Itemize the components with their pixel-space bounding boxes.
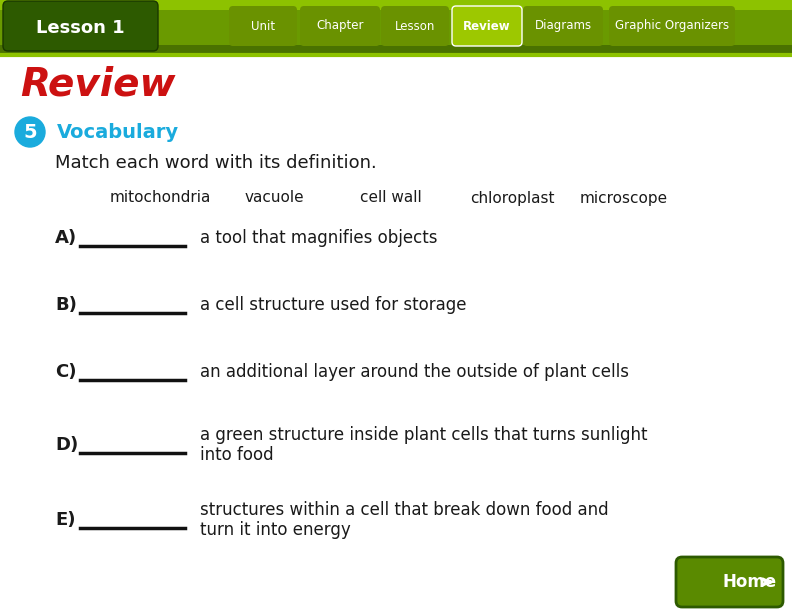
Text: structures within a cell that break down food and
turn it into energy: structures within a cell that break down… xyxy=(200,501,608,539)
Text: microscope: microscope xyxy=(580,190,668,206)
Circle shape xyxy=(15,117,45,147)
Text: Diagrams: Diagrams xyxy=(535,20,592,32)
FancyBboxPatch shape xyxy=(0,0,792,10)
Text: vacuole: vacuole xyxy=(245,190,305,206)
Text: mitochondria: mitochondria xyxy=(110,190,211,206)
Text: Review: Review xyxy=(20,66,175,104)
FancyBboxPatch shape xyxy=(452,6,522,46)
Text: E): E) xyxy=(55,511,75,529)
FancyBboxPatch shape xyxy=(300,6,380,46)
Text: chloroplast: chloroplast xyxy=(470,190,554,206)
Text: 5: 5 xyxy=(23,122,36,141)
Text: A): A) xyxy=(55,229,77,247)
Text: B): B) xyxy=(55,296,77,314)
Text: Chapter: Chapter xyxy=(316,20,364,32)
Text: Match each word with its definition.: Match each word with its definition. xyxy=(55,154,377,172)
Text: Lesson: Lesson xyxy=(395,20,435,32)
Text: D): D) xyxy=(55,436,78,454)
FancyBboxPatch shape xyxy=(0,45,792,55)
FancyBboxPatch shape xyxy=(676,557,783,607)
FancyBboxPatch shape xyxy=(0,0,792,55)
Text: a green structure inside plant cells that turns sunlight
into food: a green structure inside plant cells tha… xyxy=(200,425,648,465)
Text: Vocabulary: Vocabulary xyxy=(57,122,179,141)
Text: Review: Review xyxy=(463,20,511,32)
Text: Unit: Unit xyxy=(251,20,275,32)
Text: an additional layer around the outside of plant cells: an additional layer around the outside o… xyxy=(200,363,629,381)
Text: Home: Home xyxy=(722,573,776,591)
FancyBboxPatch shape xyxy=(229,6,297,46)
FancyBboxPatch shape xyxy=(523,6,603,46)
Text: Graphic Organizers: Graphic Organizers xyxy=(615,20,729,32)
Text: Lesson 1: Lesson 1 xyxy=(36,19,124,37)
Text: a tool that magnifies objects: a tool that magnifies objects xyxy=(200,229,437,247)
Text: C): C) xyxy=(55,363,77,381)
FancyBboxPatch shape xyxy=(381,6,449,46)
Text: cell wall: cell wall xyxy=(360,190,422,206)
Text: a cell structure used for storage: a cell structure used for storage xyxy=(200,296,466,314)
FancyBboxPatch shape xyxy=(609,6,735,46)
FancyBboxPatch shape xyxy=(3,1,158,51)
